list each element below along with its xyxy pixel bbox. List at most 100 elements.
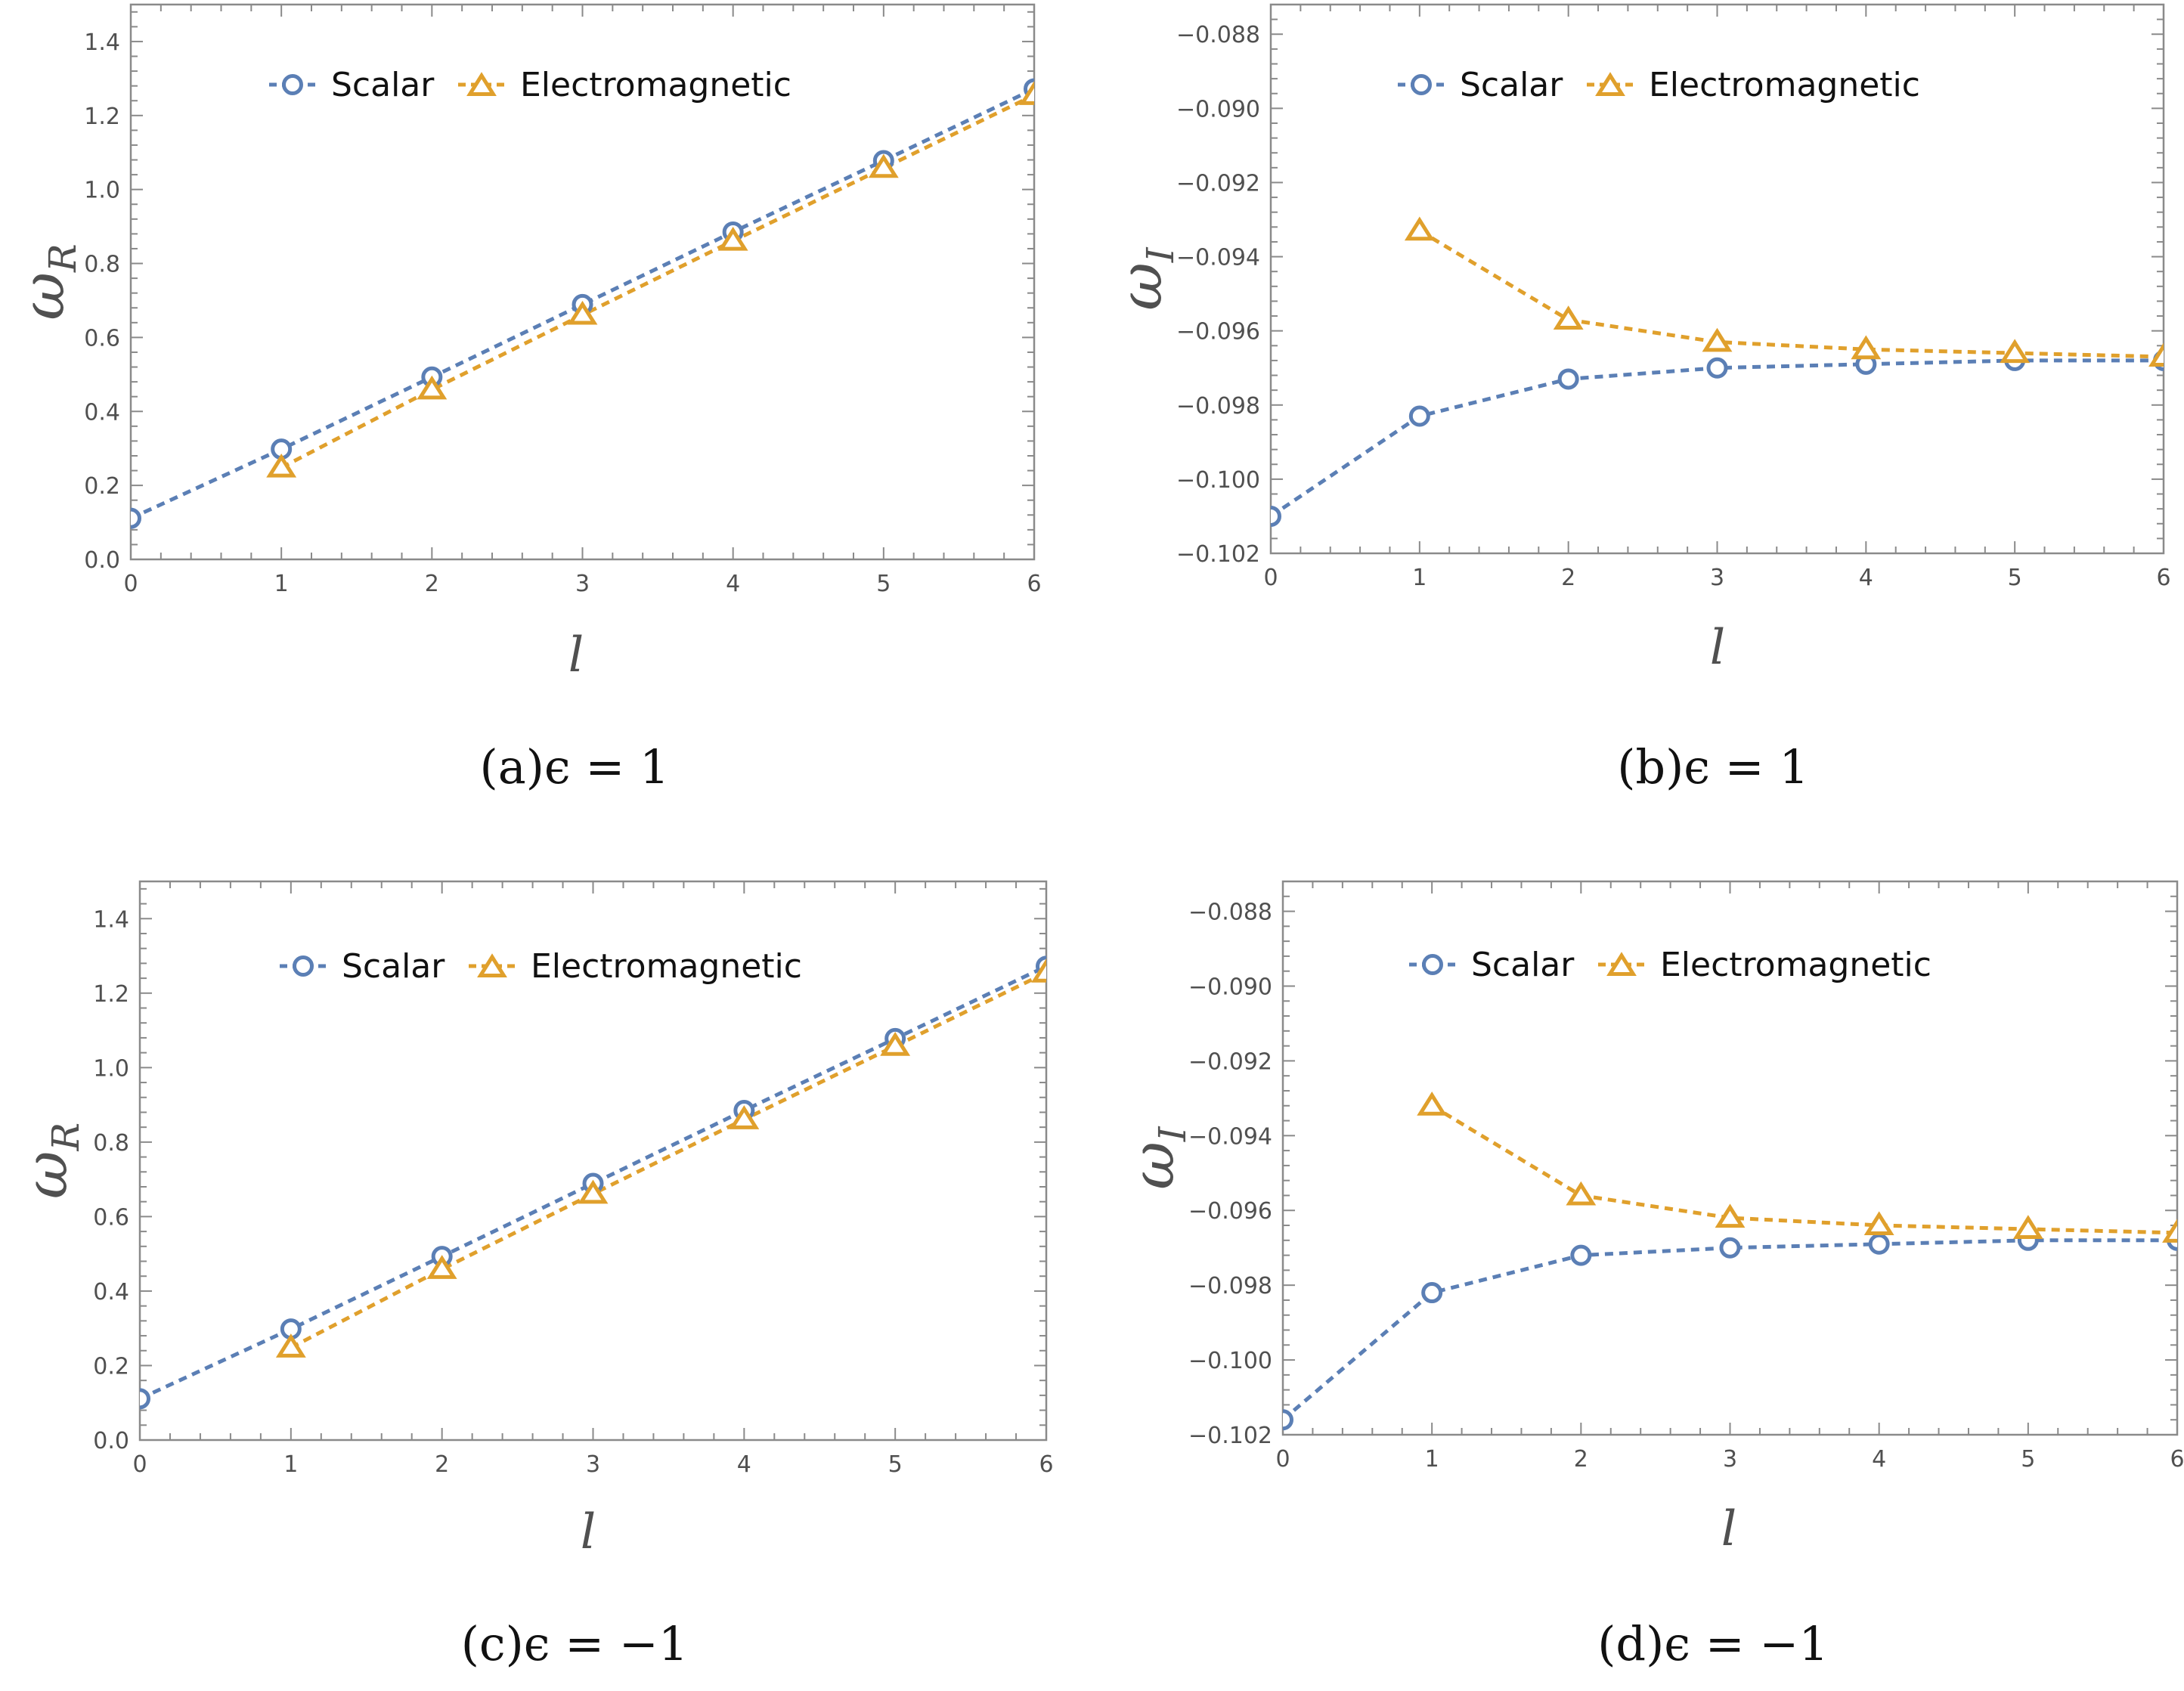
x-tick-label: 4 xyxy=(1872,1446,1886,1473)
y-axis-label-subscript: R xyxy=(44,1123,88,1152)
legend-em-swatch-marker xyxy=(1595,72,1625,96)
legend-em-label: Electromagnetic xyxy=(1660,946,1932,984)
x-axis-label: l xyxy=(581,1504,596,1560)
electromagnetic-point xyxy=(729,1105,760,1129)
x-tick-label: 2 xyxy=(1561,565,1575,591)
electromagnetic-point xyxy=(1715,1203,1746,1228)
y-tick-label: 1.2 xyxy=(93,981,129,1008)
x-tick-label: 0 xyxy=(1263,565,1278,591)
scalar-point xyxy=(1570,1244,1592,1266)
electromagnetic-point xyxy=(567,300,598,325)
x-tick-label: 5 xyxy=(2021,1446,2035,1473)
y-tick-label: 0.0 xyxy=(84,547,120,574)
chart-panel-d: 0 1 2 3 4 5 6 −0.102 −0.100 −0.098 −0.096 −0.094 −0.… xyxy=(1120,880,2184,1671)
x-tick-label: 0 xyxy=(123,571,138,597)
series-line-scalar xyxy=(1283,1238,2177,1422)
chart-panel-a: 0 1 2 3 4 5 6 0.0 0.2 0.4 0.6 0.8 1.0 1.2 1.4 l ωR Scalar… xyxy=(10,3,1042,794)
series-line-electromagnetic xyxy=(1418,229,2164,359)
plot-area xyxy=(1283,1092,2177,1431)
y-axis-label-symbol: ω xyxy=(1120,1141,1188,1190)
series-line-scalar xyxy=(1271,358,2164,518)
plot-area xyxy=(131,78,1034,529)
legend: Scalar Electromagnetic xyxy=(269,66,792,104)
x-tick-label: 6 xyxy=(1027,571,1041,597)
x-tick-label: 5 xyxy=(888,1451,903,1478)
electromagnetic-point xyxy=(578,1179,609,1204)
y-tick-label: −0.092 xyxy=(1188,1048,1272,1075)
series-line-electromagnetic xyxy=(280,93,1034,469)
y-axis-label-symbol: ω xyxy=(1107,262,1176,311)
y-tick-label: 1.2 xyxy=(84,104,120,130)
x-axis-label: l xyxy=(1721,1501,1736,1557)
y-tick-label: −0.098 xyxy=(1188,1273,1272,1299)
y-tick-label: −0.100 xyxy=(1176,467,1260,494)
x-tick-label: 1 xyxy=(283,1451,298,1478)
x-tick-label: 2 xyxy=(425,571,439,597)
y-tick-label: 0.2 xyxy=(93,1353,129,1380)
x-tick-label: 3 xyxy=(1710,565,1724,591)
scalar-point xyxy=(1557,368,1579,390)
y-axis-label: ωR xyxy=(10,243,85,320)
y-axis-label: ωI xyxy=(1120,1126,1194,1190)
y-tick-label: 0.8 xyxy=(93,1130,129,1157)
legend-scalar-label: Scalar xyxy=(1460,66,1563,104)
electromagnetic-point xyxy=(1019,81,1034,105)
electromagnetic-point xyxy=(717,226,748,251)
legend-scalar-label: Scalar xyxy=(342,947,445,986)
electromagnetic-point xyxy=(1566,1181,1597,1206)
x-tick-label: 1 xyxy=(274,571,289,597)
x-axis-label: l xyxy=(1710,620,1725,676)
y-axis-label-subscript: R xyxy=(41,243,85,273)
x-tick-label: 0 xyxy=(1275,1446,1290,1473)
y-axis-label-symbol: ω xyxy=(13,1151,81,1200)
y-tick-label: −0.096 xyxy=(1188,1198,1272,1225)
scalar-point xyxy=(1868,1233,1890,1255)
y-axis-label: ωI xyxy=(1107,246,1182,311)
electromagnetic-point xyxy=(1702,327,1733,352)
scalar-point xyxy=(1706,357,1728,379)
scalar-point xyxy=(1421,1282,1443,1304)
electromagnetic-point xyxy=(275,1333,306,1358)
legend-em-swatch-marker xyxy=(466,72,497,96)
legend-em-swatch-marker xyxy=(477,953,507,977)
x-tick-label: 3 xyxy=(586,1451,600,1478)
legend-em-label: Electromagnetic xyxy=(520,66,792,104)
y-tick-label: −0.102 xyxy=(1176,541,1260,568)
electromagnetic-point xyxy=(1851,335,1882,360)
legend: Scalar Electromagnetic xyxy=(1398,66,1920,104)
y-tick-label: −0.094 xyxy=(1176,245,1260,271)
plot-area xyxy=(140,955,1046,1410)
scalar-point xyxy=(131,507,141,529)
scalar-point xyxy=(1719,1237,1741,1259)
legend-scalar-swatch-marker xyxy=(293,955,314,977)
x-tick-label: 3 xyxy=(575,571,590,597)
x-tick-label: 4 xyxy=(726,571,740,597)
y-tick-label: −0.090 xyxy=(1188,974,1272,1000)
x-tick-label: 6 xyxy=(2170,1446,2184,1473)
legend-em-swatch-marker xyxy=(1606,952,1637,976)
x-tick-label: 5 xyxy=(876,571,891,597)
panel-caption: (a)ϵ = 1 xyxy=(480,739,670,794)
y-tick-label: 0.6 xyxy=(84,325,120,352)
electromagnetic-point xyxy=(426,1255,457,1279)
legend-em-label: Electromagnetic xyxy=(531,947,802,986)
legend-scalar-label: Scalar xyxy=(1471,946,1575,984)
y-tick-label: −0.096 xyxy=(1176,319,1260,345)
legend-scalar-label: Scalar xyxy=(331,66,435,104)
x-tick-label: 2 xyxy=(1574,1446,1588,1473)
electromagnetic-point xyxy=(1404,216,1435,241)
legend: Scalar Electromagnetic xyxy=(280,947,802,986)
panel-caption: (d)ϵ = −1 xyxy=(1597,1616,1829,1671)
electromagnetic-point xyxy=(1863,1211,1894,1236)
y-tick-label: 0.8 xyxy=(84,252,120,278)
electromagnetic-point xyxy=(1553,305,1584,330)
y-tick-label: −0.102 xyxy=(1188,1423,1272,1449)
electromagnetic-point xyxy=(2148,342,2164,367)
x-tick-label: 2 xyxy=(435,1451,449,1478)
chart-panel-b: 0 1 2 3 4 5 6 −0.102 −0.100 −0.098 −0.096 −0.094 −0.… xyxy=(1107,3,2171,794)
scalar-point xyxy=(1283,1409,1293,1431)
x-tick-label: 1 xyxy=(1412,565,1427,591)
y-axis-label-subscript: I xyxy=(1138,246,1182,263)
y-tick-label: 0.4 xyxy=(84,399,120,426)
chart-panel-c: 0 1 2 3 4 5 6 0.0 0.2 0.4 0.6 0.8 1.0 1.2 1.4 l ωR Scalar… xyxy=(13,880,1054,1671)
